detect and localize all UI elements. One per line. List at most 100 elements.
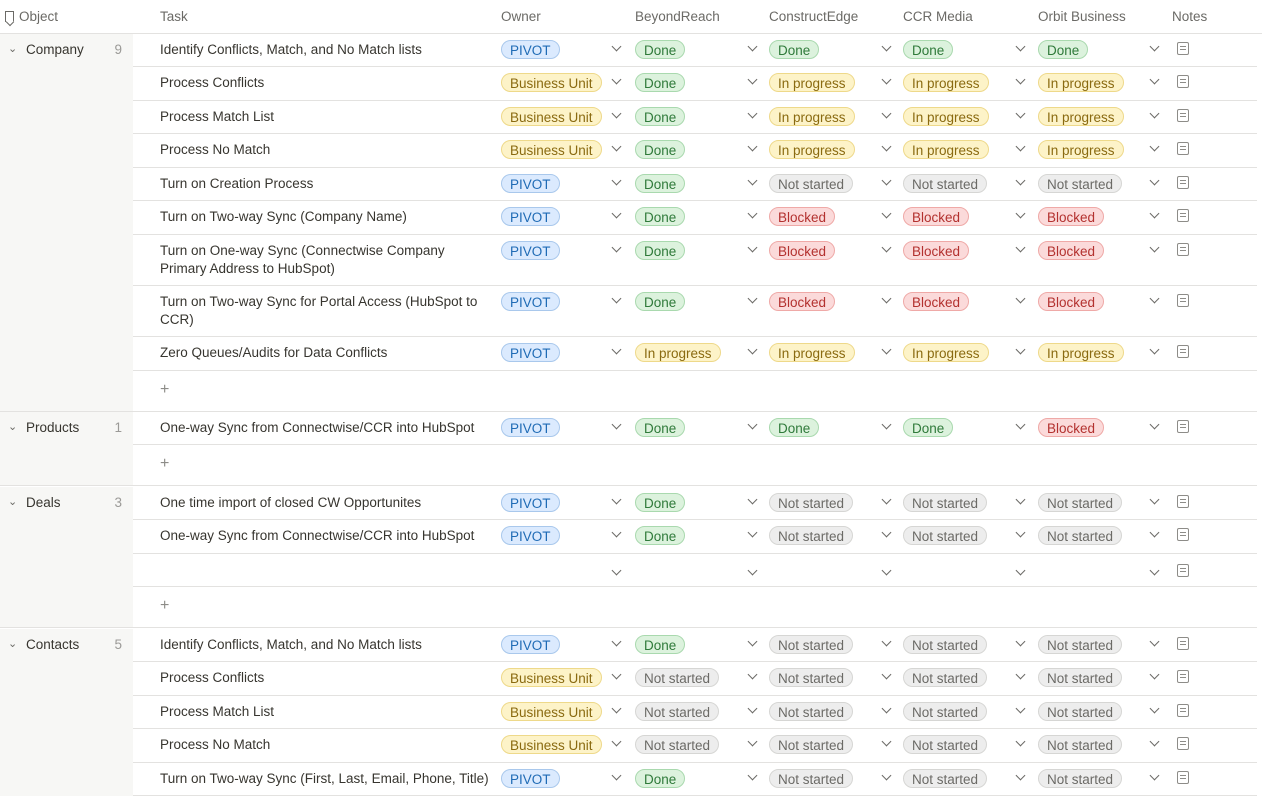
status-beyondreach[interactable]: Done: [635, 292, 686, 311]
owner-tag[interactable]: PIVOT: [501, 493, 560, 512]
status-ccr-media[interactable]: Blocked: [903, 241, 970, 260]
chevron-down-icon[interactable]: [881, 494, 892, 505]
status-ccr-media[interactable]: Not started: [903, 526, 988, 545]
chevron-down-icon[interactable]: [611, 703, 622, 714]
status-ccr-media[interactable]: Not started: [903, 174, 988, 193]
status-constructedge[interactable]: In progress: [769, 73, 855, 92]
status-constructedge[interactable]: Not started: [769, 526, 854, 545]
status-beyondreach[interactable]: In progress: [635, 343, 721, 362]
status-beyondreach[interactable]: Done: [635, 241, 686, 260]
chevron-down-icon[interactable]: [881, 108, 892, 119]
status-orbit-business[interactable]: In progress: [1038, 73, 1124, 92]
chevron-down-icon[interactable]: [881, 293, 892, 304]
task-cell[interactable]: Turn on Creation Process: [160, 176, 314, 191]
owner-tag[interactable]: PIVOT: [501, 769, 560, 788]
owner-tag[interactable]: Business Unit: [501, 107, 602, 126]
table-row[interactable]: Turn on Two-way Sync (Company Name) PIVOT…: [133, 201, 1257, 235]
chevron-down-icon[interactable]: [611, 74, 622, 85]
task-cell[interactable]: Process Conflicts: [160, 670, 265, 685]
task-cell[interactable]: Turn on Two-way Sync for Portal Access (…: [160, 294, 478, 327]
chevron-down-icon[interactable]: [611, 565, 622, 576]
chevron-down-icon[interactable]: [1149, 703, 1160, 714]
chevron-down-icon[interactable]: [747, 494, 758, 505]
status-ccr-media[interactable]: In progress: [903, 73, 989, 92]
chevron-down-icon[interactable]: [611, 736, 622, 747]
chevron-down-icon[interactable]: [611, 242, 622, 253]
chevron-down-icon[interactable]: [1015, 242, 1026, 253]
chevron-down-icon[interactable]: [1149, 208, 1160, 219]
owner-tag[interactable]: PIVOT: [501, 418, 560, 437]
chevron-down-icon[interactable]: [1149, 141, 1160, 152]
task-cell[interactable]: Process Match List: [160, 109, 275, 124]
chevron-down-icon[interactable]: [1015, 669, 1026, 680]
status-constructedge[interactable]: Done: [769, 40, 820, 59]
chevron-down-icon[interactable]: [1149, 293, 1160, 304]
status-beyondreach[interactable]: Done: [635, 174, 686, 193]
chevron-down-icon[interactable]: [1149, 636, 1160, 647]
task-cell[interactable]: One-way Sync from Connectwise/CCR into H…: [160, 420, 475, 435]
chevron-down-icon[interactable]: [611, 175, 622, 186]
group-name[interactable]: Deals: [26, 495, 61, 510]
task-cell[interactable]: Identify Conflicts, Match, and No Match …: [160, 42, 422, 57]
notes-icon[interactable]: [1177, 737, 1189, 750]
status-ccr-media[interactable]: In progress: [903, 140, 989, 159]
chevron-down-icon[interactable]: [611, 527, 622, 538]
status-constructedge[interactable]: Not started: [769, 635, 854, 654]
chevron-down-icon[interactable]: [747, 175, 758, 186]
chevron-down-icon[interactable]: [1015, 141, 1026, 152]
status-beyondreach[interactable]: Done: [635, 418, 686, 437]
chevron-down-icon[interactable]: [747, 703, 758, 714]
chevron-down-icon[interactable]: [747, 293, 758, 304]
chevron-down-icon[interactable]: [881, 175, 892, 186]
header-task[interactable]: Task: [160, 9, 188, 24]
task-cell[interactable]: Turn on Two-way Sync (First, Last, Email…: [160, 771, 489, 786]
status-beyondreach[interactable]: Done: [635, 207, 686, 226]
notes-icon[interactable]: [1177, 771, 1189, 784]
table-row[interactable]: Process No Match Business Unit Done In prog…: [133, 134, 1257, 168]
status-ccr-media[interactable]: In progress: [903, 107, 989, 126]
status-orbit-business[interactable]: Not started: [1038, 769, 1123, 788]
chevron-down-icon[interactable]: [747, 208, 758, 219]
group-name[interactable]: Products: [26, 420, 80, 435]
notes-icon[interactable]: [1177, 243, 1189, 256]
chevron-down-icon[interactable]: [881, 565, 892, 576]
owner-tag[interactable]: PIVOT: [501, 635, 560, 654]
table-row[interactable]: Turn on Two-way Sync for Portal Access (…: [133, 286, 1257, 337]
table-row[interactable]: Turn on Two-way Sync (First, Last, Email…: [133, 763, 1257, 796]
status-beyondreach[interactable]: Done: [635, 40, 686, 59]
status-constructedge[interactable]: Not started: [769, 174, 854, 193]
status-beyondreach[interactable]: Not started: [635, 735, 720, 754]
owner-tag[interactable]: PIVOT: [501, 343, 560, 362]
status-constructedge[interactable]: Not started: [769, 735, 854, 754]
table-row[interactable]: Identify Conflicts, Match, and No Match …: [133, 629, 1257, 662]
owner-tag[interactable]: PIVOT: [501, 40, 560, 59]
status-constructedge[interactable]: Not started: [769, 702, 854, 721]
status-beyondreach[interactable]: Not started: [635, 668, 720, 687]
owner-tag[interactable]: Business Unit: [501, 735, 602, 754]
chevron-down-icon[interactable]: [1015, 41, 1026, 52]
status-orbit-business[interactable]: Blocked: [1038, 207, 1105, 226]
table-row[interactable]: Zero Queues/Audits for Data Conflicts PIV…: [133, 337, 1257, 371]
header-beyondreach[interactable]: BeyondReach: [635, 9, 720, 24]
chevron-down-icon[interactable]: ⌄: [8, 421, 18, 433]
task-cell[interactable]: Turn on Two-way Sync (Company Name): [160, 209, 407, 224]
notes-icon[interactable]: [1177, 176, 1189, 189]
status-orbit-business[interactable]: In progress: [1038, 140, 1124, 159]
add-row-button[interactable]: +: [160, 381, 170, 398]
chevron-down-icon[interactable]: [1149, 527, 1160, 538]
chevron-down-icon[interactable]: [1015, 74, 1026, 85]
chevron-down-icon[interactable]: [881, 527, 892, 538]
status-orbit-business[interactable]: Not started: [1038, 526, 1123, 545]
task-cell[interactable]: Identify Conflicts, Match, and No Match …: [160, 637, 422, 652]
chevron-down-icon[interactable]: [747, 527, 758, 538]
chevron-down-icon[interactable]: [1149, 74, 1160, 85]
owner-tag[interactable]: PIVOT: [501, 526, 560, 545]
status-orbit-business[interactable]: Not started: [1038, 668, 1123, 687]
notes-icon[interactable]: [1177, 420, 1189, 433]
chevron-down-icon[interactable]: [881, 736, 892, 747]
chevron-down-icon[interactable]: [1149, 108, 1160, 119]
chevron-down-icon[interactable]: [1149, 242, 1160, 253]
owner-tag[interactable]: Business Unit: [501, 668, 602, 687]
chevron-down-icon[interactable]: [747, 344, 758, 355]
status-constructedge[interactable]: Not started: [769, 668, 854, 687]
